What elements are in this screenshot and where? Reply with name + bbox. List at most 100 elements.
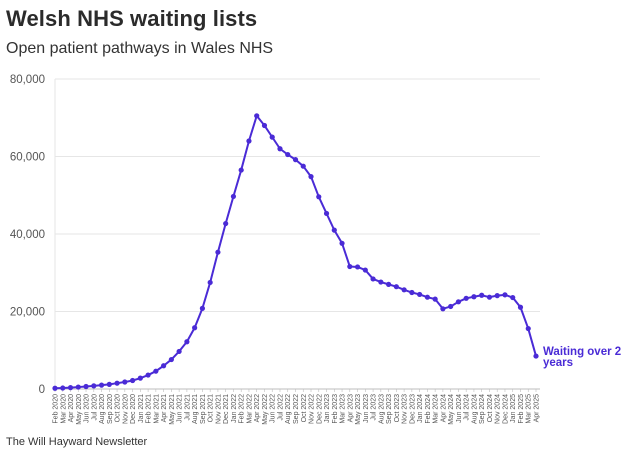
x-tick-label: Sep 2021 (200, 394, 207, 424)
data-point (479, 292, 485, 298)
x-tick-label: Mar 2022 (246, 394, 253, 424)
x-tick-label: Jan 2021 (138, 394, 145, 423)
y-tick-label: 40,000 (10, 229, 45, 241)
data-point (60, 385, 66, 391)
x-tick-label: Apr 2020 (68, 394, 75, 423)
data-point (52, 385, 58, 391)
x-tick-label: Feb 2024 (425, 394, 432, 424)
data-point (533, 353, 539, 359)
x-tick-label: Feb 2021 (146, 394, 153, 424)
x-tick-label: Nov 2024 (495, 394, 502, 424)
data-point (424, 294, 430, 300)
data-point (98, 382, 105, 388)
x-tick-label: Apr 2025 (534, 394, 541, 423)
data-point (448, 303, 454, 310)
x-tick-label: Apr 2021 (161, 394, 168, 423)
x-tick-label: Jun 2022 (270, 394, 277, 423)
data-point (292, 157, 299, 163)
x-tick-label: Feb 2020 (53, 394, 60, 424)
x-tick-label: Jan 2023 (324, 394, 331, 423)
data-point (269, 134, 275, 140)
data-point (246, 138, 252, 144)
series-end-label: years (543, 357, 573, 369)
x-tick-label: Aug 2020 (99, 394, 106, 424)
data-point (83, 383, 89, 390)
x-tick-label: Mar 2021 (153, 394, 160, 424)
x-tick-label: Oct 2023 (394, 394, 401, 423)
x-tick-label: Feb 2025 (518, 394, 525, 424)
data-point (370, 276, 376, 282)
data-point (517, 304, 524, 310)
x-tick-label: Aug 2023 (378, 394, 385, 424)
data-point (463, 295, 469, 301)
x-tick-label: Mar 2020 (60, 394, 67, 424)
x-tick-label: Jul 2020 (91, 394, 98, 421)
x-tick-label: Nov 2020 (122, 394, 129, 424)
x-tick-label: Oct 2022 (301, 394, 308, 423)
y-tick-label: 60,000 (10, 152, 45, 164)
data-point (401, 287, 407, 293)
chart-title: Welsh NHS waiting lists (6, 6, 258, 31)
data-point (106, 381, 112, 387)
y-axis: 0 20,000 40,000 60,000 80,000 (10, 74, 45, 396)
x-tick-label: Jun 2023 (363, 394, 370, 423)
x-tick-label: Nov 2023 (402, 394, 409, 424)
data-point (207, 279, 213, 286)
data-point (347, 263, 353, 270)
x-tick-label: Mar 2023 (340, 394, 347, 424)
data-point (486, 294, 493, 300)
data-point (471, 294, 477, 300)
x-tick-label: Dec 2021 (223, 394, 230, 424)
y-tick-label: 20,000 (10, 307, 45, 319)
data-point (354, 264, 361, 270)
data-point (277, 146, 283, 152)
x-tick-label: Sep 2023 (386, 394, 393, 424)
x-tick-label: Oct 2020 (115, 394, 122, 423)
x-tick-label: Oct 2021 (208, 394, 215, 423)
data-point (161, 363, 167, 369)
data-point (331, 227, 337, 233)
x-tick-label: May 2023 (355, 394, 362, 425)
x-axis: Feb 2020 Mar 2020 Apr 2020 May 2020 Jun 2020… (53, 389, 541, 425)
data-point (502, 292, 508, 298)
x-tick-label: Nov 2021 (215, 394, 222, 424)
data-point (362, 267, 368, 273)
x-tick-label: Oct 2024 (487, 394, 494, 423)
series-end-label: Waiting over 2 (543, 346, 621, 358)
x-tick-label: Jan 2024 (417, 394, 424, 423)
x-tick-label: May 2020 (76, 394, 83, 425)
x-tick-label: May 2024 (448, 394, 455, 425)
data-point (455, 299, 462, 305)
x-tick-label: May 2021 (169, 394, 176, 425)
x-tick-label: Feb 2023 (332, 394, 339, 424)
series-group (52, 113, 539, 391)
data-point (494, 293, 500, 299)
x-tick-label: Jul 2022 (277, 394, 284, 421)
x-tick-label: Nov 2022 (309, 394, 316, 424)
data-point (153, 368, 159, 374)
data-point (114, 380, 120, 386)
data-point (230, 193, 237, 200)
data-point (525, 325, 531, 332)
data-point (176, 348, 182, 355)
data-point (285, 151, 291, 158)
data-point (385, 281, 392, 287)
data-point (308, 174, 314, 180)
data-point (378, 279, 384, 285)
x-tick-label: Dec 2023 (409, 394, 416, 424)
data-point (129, 377, 136, 384)
data-point (238, 167, 244, 173)
data-point (339, 240, 345, 246)
data-point (440, 306, 446, 312)
x-tick-label: Aug 2021 (192, 394, 199, 424)
x-tick-label: Jan 2025 (510, 394, 517, 423)
data-point (417, 291, 423, 298)
data-point (192, 325, 198, 331)
x-tick-label: Dec 2020 (130, 394, 137, 424)
data-point (510, 294, 516, 301)
data-point (254, 113, 260, 119)
x-tick-label: Jun 2021 (177, 394, 184, 423)
data-point (184, 339, 190, 345)
